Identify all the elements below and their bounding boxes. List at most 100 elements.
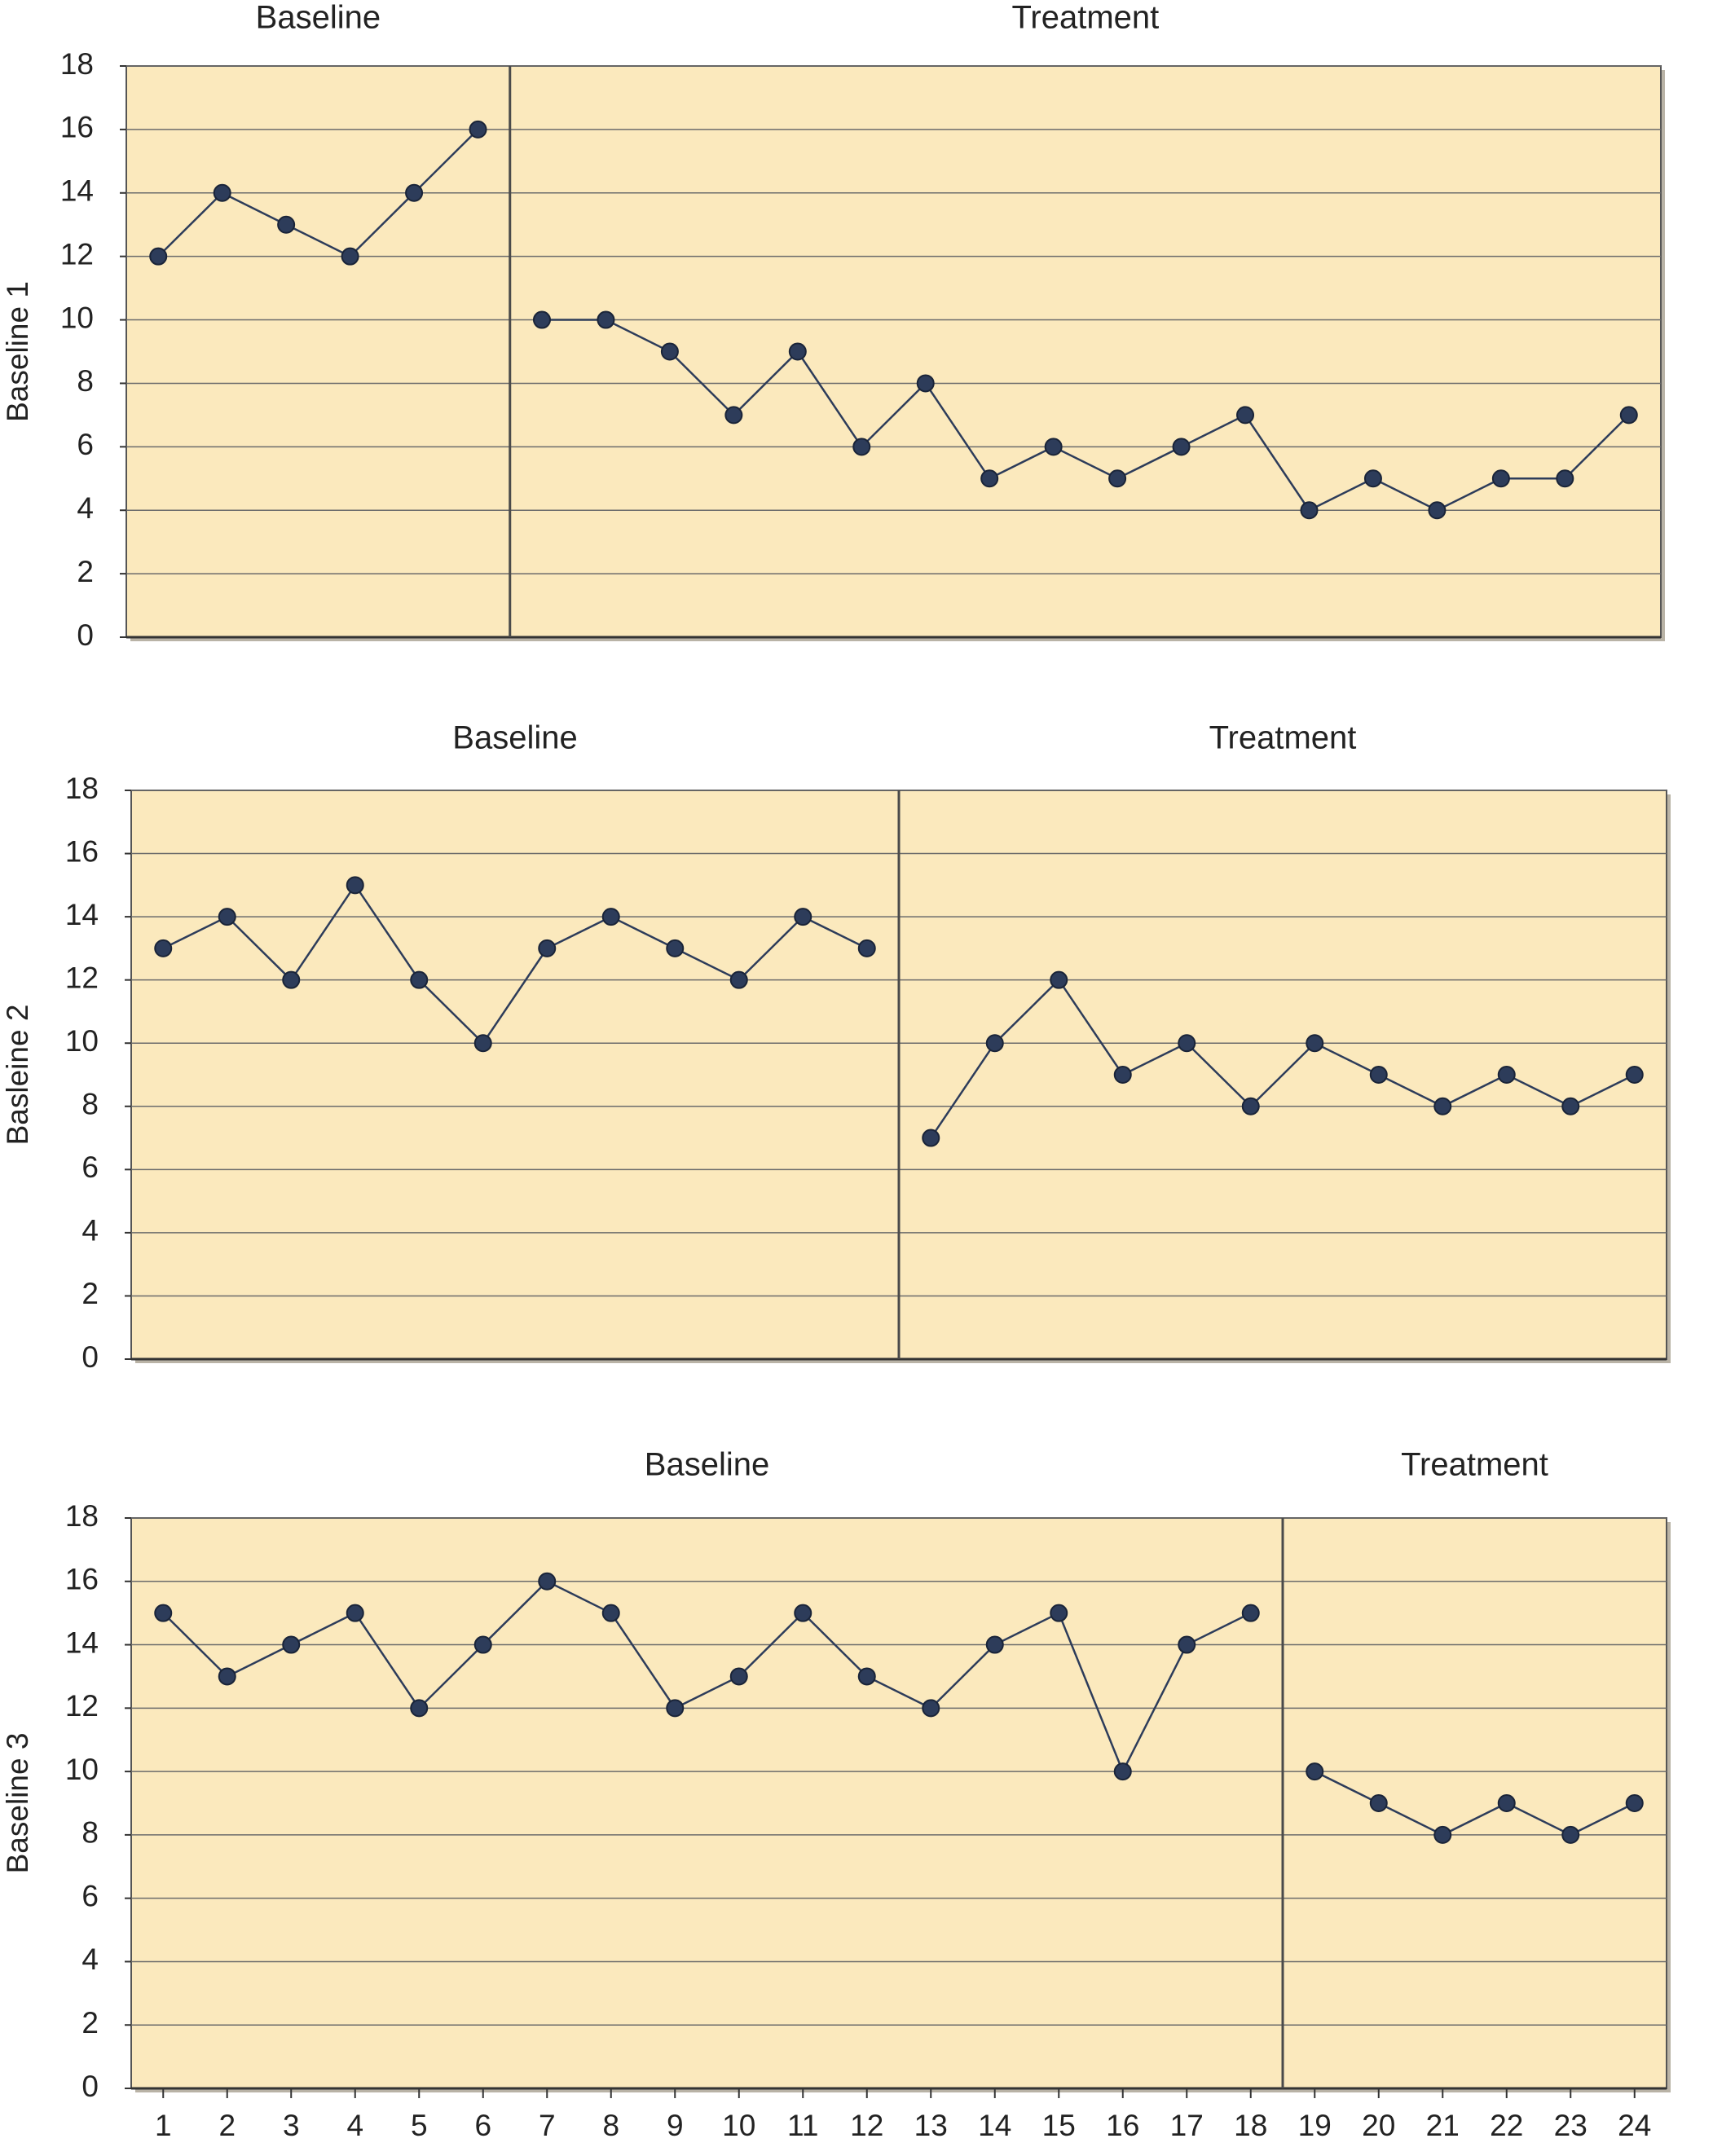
y-tick-label: 14 [65, 898, 99, 931]
data-point [1363, 469, 1382, 488]
data-point [597, 310, 615, 329]
x-tick-label: 17 [1170, 2109, 1204, 2142]
data-point [346, 1604, 364, 1622]
phase-label: Treatment [1011, 0, 1159, 36]
phase-label: Treatment [1209, 720, 1357, 756]
data-point [985, 1635, 1004, 1654]
data-point [1428, 501, 1447, 520]
data-point [666, 939, 685, 957]
y-tick-label: 4 [77, 491, 94, 525]
data-point [154, 939, 173, 957]
data-point [857, 1667, 876, 1686]
data-point [538, 939, 557, 957]
data-point [985, 1034, 1004, 1053]
y-tick-label: 0 [77, 618, 94, 652]
data-point [1050, 1604, 1068, 1622]
data-point [538, 1572, 557, 1591]
y-tick-label: 14 [65, 1626, 99, 1659]
data-point [282, 1635, 301, 1654]
data-point [1113, 1762, 1132, 1781]
data-point [857, 939, 876, 957]
data-point [1050, 970, 1068, 989]
y-tick-label: 16 [65, 1563, 99, 1596]
data-point [218, 1667, 236, 1686]
x-tick-label: 8 [602, 2109, 619, 2142]
x-tick-label: 19 [1298, 2109, 1332, 2142]
data-point [469, 120, 487, 139]
x-tick-label: 3 [283, 2109, 300, 2142]
series-line [541, 319, 1630, 512]
x-tick-label: 1 [155, 2109, 172, 2142]
data-point [1236, 406, 1255, 425]
y-tick-label: 12 [60, 237, 94, 271]
plot-area [126, 65, 1662, 638]
y-tick-label: 8 [81, 1088, 99, 1121]
data-point [1625, 1066, 1644, 1084]
x-tick-label: 9 [667, 2109, 684, 2142]
data-point [410, 1699, 429, 1718]
data-point [788, 342, 807, 361]
series-line [162, 883, 868, 1045]
data-point [601, 1604, 620, 1622]
y-tick-label: 6 [81, 1151, 99, 1184]
data-point [1300, 501, 1319, 520]
series-line [162, 1580, 1252, 1775]
series-line [930, 978, 1636, 1139]
data-point [916, 374, 935, 393]
data-point [980, 469, 999, 488]
data-point [473, 1034, 492, 1053]
data-point [149, 247, 168, 266]
x-tick-label: 21 [1426, 2109, 1460, 2142]
data-point [1241, 1097, 1260, 1115]
phase-label: Baseline [256, 0, 381, 36]
data-point [213, 183, 231, 202]
plot-area [130, 1517, 1667, 2089]
data-point [1625, 1794, 1644, 1812]
data-point [729, 1667, 748, 1686]
y-tick-label: 10 [60, 301, 94, 334]
data-point [405, 183, 424, 202]
y-tick-label: 4 [81, 1943, 99, 1976]
x-tick-label: 2 [218, 2109, 236, 2142]
y-tick-label: 12 [65, 1689, 99, 1723]
y-tick-label: 2 [81, 1277, 99, 1310]
x-tick-label: 16 [1106, 2109, 1139, 2142]
y-tick-label: 0 [81, 1340, 99, 1374]
data-point [277, 215, 296, 234]
y-tick-label: 10 [65, 1753, 99, 1786]
data-point [922, 1699, 940, 1718]
data-point [1113, 1066, 1132, 1084]
y-tick-label: 6 [81, 1879, 99, 1912]
x-tick-label: 22 [1490, 2109, 1523, 2142]
data-point [1044, 438, 1063, 456]
data-point [1561, 1097, 1580, 1115]
phase-label: Baseline [452, 720, 577, 756]
data-point [154, 1604, 173, 1622]
y-tick-label: 10 [65, 1024, 99, 1058]
x-tick-label: 6 [474, 2109, 491, 2142]
data-point [1178, 1635, 1196, 1654]
x-tick-label: 15 [1042, 2109, 1076, 2142]
y-tick-label: 14 [60, 174, 94, 208]
data-point [1433, 1825, 1452, 1844]
data-point [1369, 1794, 1388, 1812]
data-point [794, 1604, 812, 1622]
data-point [1497, 1066, 1516, 1084]
x-tick-label: 23 [1554, 2109, 1587, 2142]
x-tick-label: 10 [722, 2109, 755, 2142]
y-tick-label: 18 [60, 47, 94, 81]
data-point [341, 247, 359, 266]
y-axis-label: Basleine 2 [1, 1005, 34, 1146]
series-line [1314, 1770, 1636, 1837]
y-tick-label: 18 [65, 772, 99, 805]
data-point [1369, 1066, 1388, 1084]
y-tick-label: 2 [77, 555, 94, 588]
phase-label: Treatment [1401, 1447, 1548, 1483]
data-point [1306, 1762, 1324, 1781]
x-tick-label: 20 [1362, 2109, 1395, 2142]
data-point [473, 1635, 492, 1654]
y-tick-label: 4 [81, 1214, 99, 1247]
data-point [410, 970, 429, 989]
y-tick-label: 0 [81, 2070, 99, 2103]
